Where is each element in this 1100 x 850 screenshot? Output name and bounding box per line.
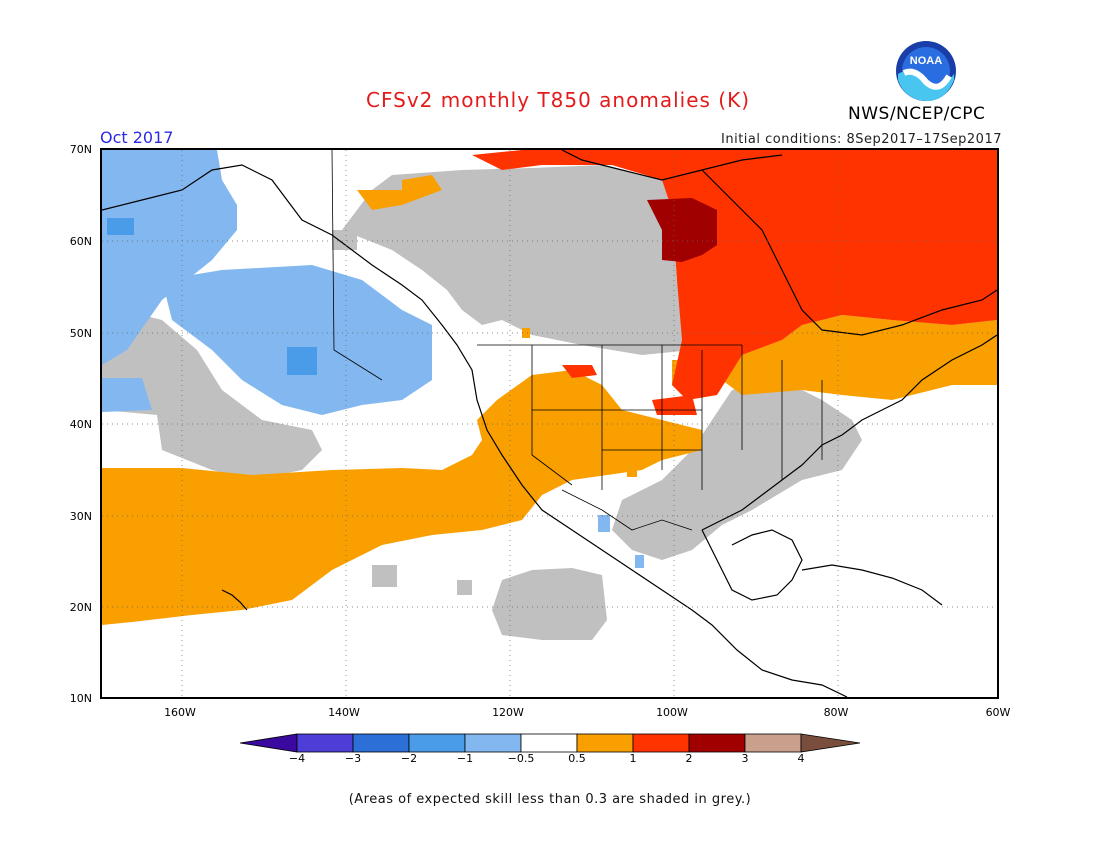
lon-label-160w: 160W xyxy=(164,706,196,719)
colorbar-label: −1 xyxy=(456,752,474,765)
lat-label-10n: 10N xyxy=(69,692,92,705)
organization-label: NWS/NCEP/CPC xyxy=(848,104,986,124)
anomaly-map xyxy=(100,148,999,699)
lat-label-30n: 30N xyxy=(69,510,92,523)
coastlines xyxy=(102,150,997,697)
lat-label-40n: 40N xyxy=(69,418,92,431)
lon-label-100w: 100W xyxy=(656,706,688,719)
lon-label-80w: 80W xyxy=(823,706,849,719)
colorbar-label: 1 xyxy=(629,752,637,765)
political-borders xyxy=(331,150,823,531)
svg-text:NOAA: NOAA xyxy=(910,55,942,67)
low-skill-grey-regions xyxy=(102,165,862,640)
colorbar-label: −3 xyxy=(344,752,362,765)
valid-month-label: Oct 2017 xyxy=(100,128,174,147)
colorbar-label: 3 xyxy=(741,752,749,765)
grid-lines xyxy=(102,150,997,697)
lon-label-120w: 120W xyxy=(492,706,524,719)
lon-label-60w: 60W xyxy=(985,706,1011,719)
lat-label-60n: 60N xyxy=(69,235,92,248)
lat-label-70n: 70N xyxy=(69,143,92,156)
skill-footnote: (Areas of expected skill less than 0.3 a… xyxy=(348,792,752,807)
map-title: CFSv2 monthly T850 anomalies (K) xyxy=(366,88,750,112)
colorbar-label: 2 xyxy=(685,752,693,765)
colorbar-label: −0.5 xyxy=(507,752,535,765)
positive-anomaly-dark-red-region xyxy=(647,198,717,262)
colorbar-label: 0.5 xyxy=(568,752,586,765)
lon-label-140w: 140W xyxy=(328,706,360,719)
noaa-logo-icon: NOAA xyxy=(895,40,957,102)
initial-conditions-label: Initial conditions: 8Sep2017–17Sep2017 xyxy=(721,132,1002,147)
colorbar-label: −2 xyxy=(400,752,418,765)
anomaly-map-canvas xyxy=(102,150,997,697)
colorbar-label: 4 xyxy=(797,752,805,765)
lat-label-20n: 20N xyxy=(69,601,92,614)
negative-anomaly-region xyxy=(102,150,644,568)
colorbar xyxy=(239,733,861,753)
colorbar-label: −4 xyxy=(288,752,306,765)
lat-label-50n: 50N xyxy=(69,327,92,340)
